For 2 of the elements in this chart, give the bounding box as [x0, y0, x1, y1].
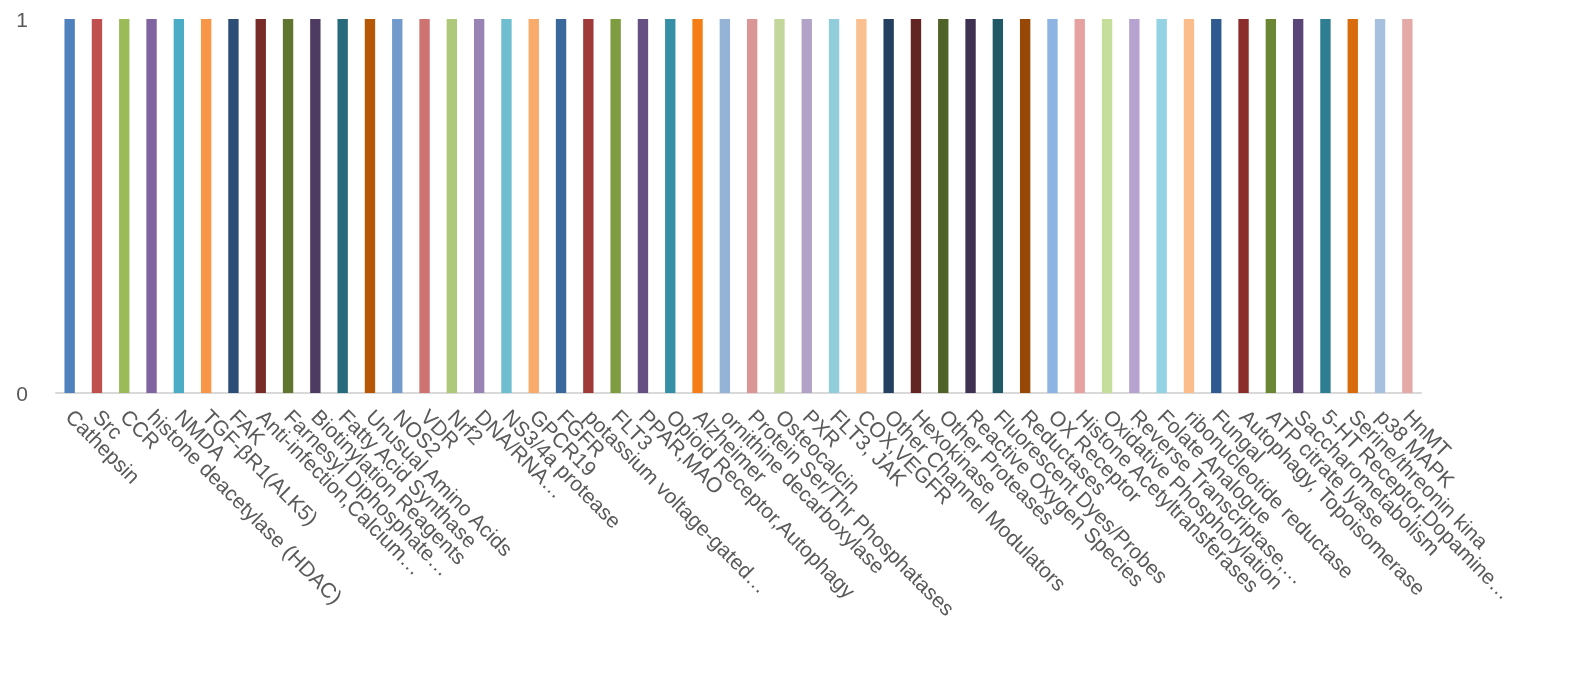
y-tick-label: 1: [16, 7, 28, 31]
y-tick-label: 0: [16, 381, 28, 405]
